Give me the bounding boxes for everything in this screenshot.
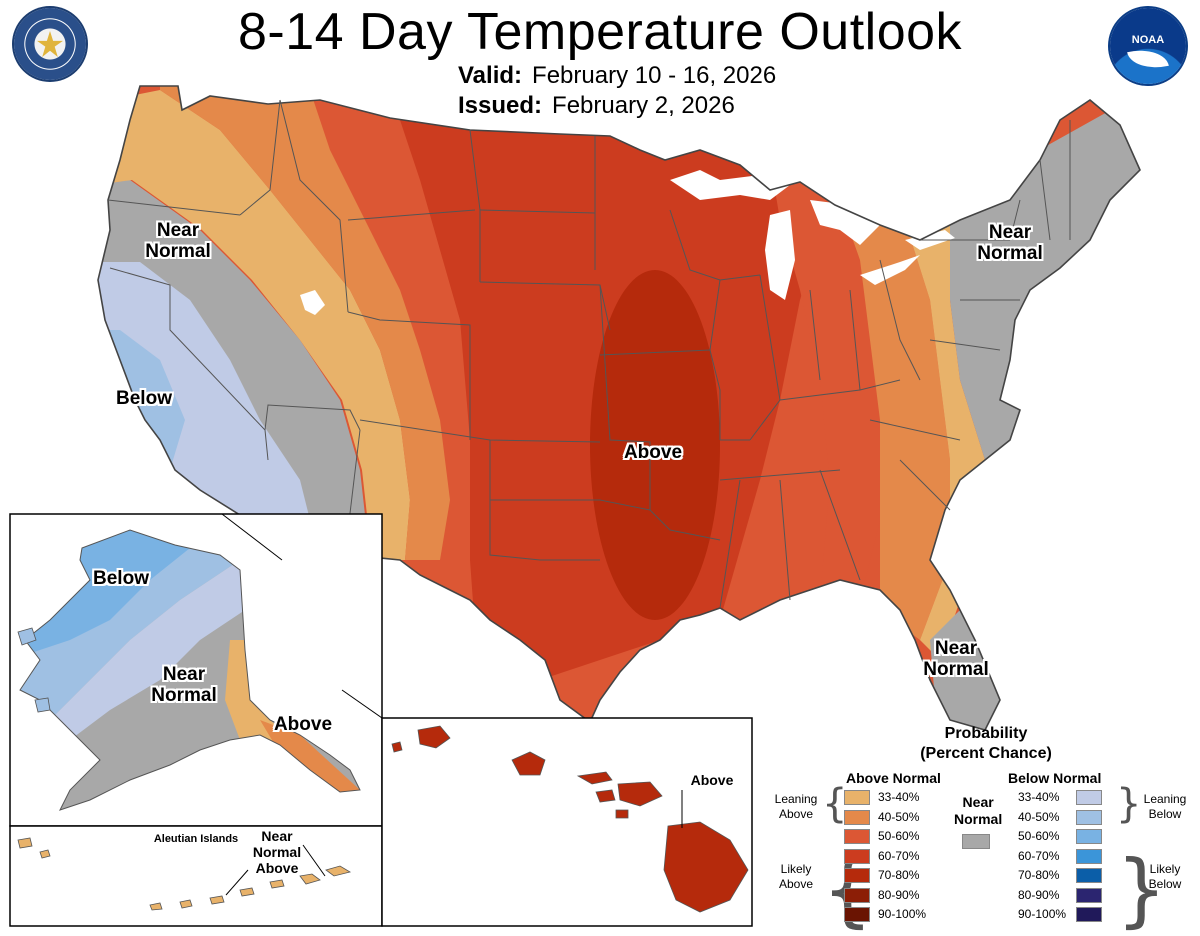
label-aleutian-near-normal-above: Near Normal Above xyxy=(252,828,302,876)
legend-below-label-4: 70-80% xyxy=(1018,868,1060,882)
alaska-outline xyxy=(19,529,361,811)
hawaii-islands xyxy=(391,725,749,913)
legend-above-label-0: 33-40% xyxy=(878,790,920,804)
legend-above-swatch-2 xyxy=(844,829,870,844)
page-title: 8-14 Day Temperature Outlook xyxy=(237,3,963,61)
legend-likely-above: Likely Above xyxy=(778,862,814,891)
noaa-logo-icon: NOAA xyxy=(1110,8,1186,84)
legend-below-swatch-3 xyxy=(1076,848,1102,864)
aleutian-leader-line-1 xyxy=(225,869,249,896)
label-northeast-near-normal: Near Normal xyxy=(977,222,1043,264)
label-west-near-normal: Near Normal xyxy=(145,220,211,262)
legend-leaning-below: Leaning Below xyxy=(1143,792,1187,821)
lake-superior xyxy=(670,170,790,200)
legend-below-swatch-0 xyxy=(1076,790,1102,805)
legend-below-label-0: 33-40% xyxy=(1018,790,1060,804)
legend-below-label-2: 50-60% xyxy=(1018,829,1060,843)
legend-below-swatch-4 xyxy=(1076,868,1102,883)
valid-value: February 10 - 16, 2026 xyxy=(532,62,777,89)
label-florida-near-normal: Near Normal xyxy=(923,638,989,680)
legend-above-label-1: 40-50% xyxy=(878,809,920,824)
label-alaska-above: Above xyxy=(273,714,333,735)
legend-below-swatch-2 xyxy=(1076,829,1102,844)
lake-huron xyxy=(810,200,880,245)
legend-below-swatch-1 xyxy=(1076,809,1102,825)
legend-above-swatch-0 xyxy=(844,790,870,805)
alaska-leader-line-2 xyxy=(341,689,383,719)
legend-above-swatch-4 xyxy=(844,868,870,883)
legend-above-label-4: 70-80% xyxy=(878,868,920,882)
valid-dates: Valid: February 10 - 16, 2026 xyxy=(458,62,776,90)
label-west-below: Below xyxy=(116,388,172,409)
department-of-commerce-seal-icon xyxy=(14,8,86,80)
legend-below-label-5: 80-90% xyxy=(1018,887,1060,902)
legend-below-label-6: 90-100% xyxy=(1018,907,1067,921)
brace-leaning-above: { xyxy=(822,781,848,827)
legend: Probability (Percent Chance) Above Norma… xyxy=(766,718,1196,936)
legend-above-label-6: 90-100% xyxy=(878,907,927,921)
great-salt-lake xyxy=(300,290,325,315)
legend-above-header: Above Normal xyxy=(846,770,941,786)
issued-date: Issued: February 2, 2026 xyxy=(458,92,735,120)
legend-below-swatch-5 xyxy=(1076,887,1102,903)
label-aleutian-islands: Aleutian Islands xyxy=(153,833,239,845)
valid-label: Valid: xyxy=(458,62,523,89)
brace-likely-below: } xyxy=(1116,843,1167,936)
label-alaska-near-normal: Near Normal xyxy=(151,664,217,706)
legend-below-label-1: 40-50% xyxy=(1018,809,1060,824)
label-hawaii-above: Above xyxy=(690,772,734,788)
legend-above-label-3: 60-70% xyxy=(878,848,920,863)
aleutian-leader-line-2 xyxy=(302,844,326,877)
lake-michigan xyxy=(765,210,795,300)
label-alaska-below: Below xyxy=(93,568,149,589)
alaska-leader-line xyxy=(221,513,283,561)
legend-below-swatch-6 xyxy=(1076,907,1102,922)
label-central-above: Above xyxy=(623,442,683,463)
issued-value: February 2, 2026 xyxy=(552,92,735,119)
aleutians-inset-frame xyxy=(9,825,383,927)
legend-below-header: Below Normal xyxy=(1008,770,1102,786)
legend-likely-below: Likely Below xyxy=(1148,862,1182,891)
legend-above-label-2: 50-60% xyxy=(878,829,920,843)
legend-leaning-above: Leaning Above xyxy=(774,792,818,821)
legend-above-swatch-3 xyxy=(844,848,870,864)
aleutian-islands xyxy=(17,837,352,911)
brace-leaning-below: } xyxy=(1116,781,1142,827)
legend-below-label-3: 60-70% xyxy=(1018,848,1060,863)
legend-title: Probability (Percent Chance) xyxy=(920,725,1052,762)
legend-above-swatch-6 xyxy=(844,907,870,922)
legend-above-label-5: 80-90% xyxy=(878,887,920,902)
legend-above-swatch-5 xyxy=(844,887,870,903)
legend-near-header: Near Normal xyxy=(954,794,1003,827)
legend-near-normal-swatch xyxy=(962,834,990,849)
lake-erie xyxy=(860,255,920,285)
state-boundaries xyxy=(107,99,1071,609)
issued-label: Issued: xyxy=(458,92,543,119)
legend-above-swatch-1 xyxy=(844,809,870,825)
